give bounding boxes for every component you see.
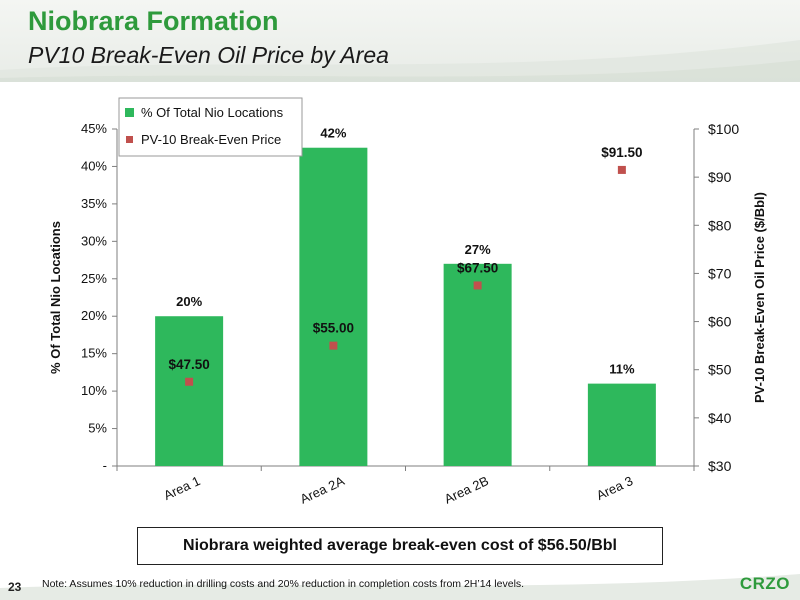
bar-data-label: 27% [465, 242, 491, 257]
price-data-label: $55.00 [313, 321, 354, 336]
slide-header: Niobrara Formation PV10 Break-Even Oil P… [0, 0, 800, 82]
weighted-average-callout: Niobrara weighted average break-even cos… [137, 527, 663, 565]
bar-1 [155, 316, 224, 466]
bar-4 [587, 383, 656, 466]
y-tick-label: 45% [81, 121, 107, 136]
y-tick-label: 5% [88, 421, 107, 436]
bar-2 [299, 147, 368, 466]
y-tick-label: 40% [81, 158, 107, 173]
bar-data-label: 20% [176, 294, 202, 309]
page-number: 23 [8, 580, 22, 594]
y-axis-title: % Of Total Nio Locations [48, 221, 63, 374]
y2-tick-label: $60 [708, 314, 732, 330]
x-category-label: Area 1 [161, 473, 202, 503]
y2-tick-label: $50 [708, 362, 732, 378]
slide-title: Niobrara Formation [28, 6, 279, 36]
price-marker-3 [473, 281, 482, 290]
price-marker-1 [185, 377, 194, 386]
break-even-chart: - 5% 10% 15% 20% 25% 30% 35% 40% 45% $30 $40 $50 $60 $… [48, 97, 767, 507]
bar-data-label: 42% [320, 126, 346, 141]
header-swoosh-decoration [0, 40, 800, 82]
y2-tick-label: $90 [708, 169, 732, 185]
price-marker-2 [329, 341, 338, 350]
y-tick-label: 20% [81, 308, 107, 323]
legend-label-marker: PV-10 Break-Even Price [141, 132, 281, 147]
y-tick-label: - [103, 458, 107, 473]
y-tick-label: 35% [81, 196, 107, 211]
slide-subtitle: PV10 Break-Even Oil Price by Area [28, 42, 389, 68]
y-tick-label: 10% [81, 383, 107, 398]
y2-tick-label: $80 [708, 217, 732, 233]
legend-label-bar: % Of Total Nio Locations [141, 105, 284, 120]
y-tick-label: 15% [81, 346, 107, 361]
x-category-label: Area 3 [594, 473, 635, 503]
footer-swoosh-decoration [0, 574, 800, 600]
y2-axis-title: PV-10 Break-Even Oil Price ($/Bbl) [752, 192, 767, 403]
x-category-label: Area 2B [442, 473, 491, 506]
legend-box [118, 97, 303, 157]
x-category-label: Area 2A [298, 473, 347, 507]
company-logo: CRZO [739, 574, 790, 593]
y2-tick-label: $40 [708, 410, 732, 426]
price-data-label: $47.50 [168, 357, 209, 372]
price-data-label: $91.50 [601, 145, 642, 160]
y-tick-label: 25% [81, 271, 107, 286]
y-tick-label: 30% [81, 233, 107, 248]
legend-swatch-bar [125, 108, 134, 117]
y2-tick-label: $30 [708, 458, 732, 474]
price-data-label: $67.50 [457, 260, 498, 275]
price-marker-4 [617, 165, 626, 174]
bar-data-label: 11% [609, 362, 635, 377]
bar-3 [443, 263, 512, 466]
footnote: Note: Assumes 10% reduction in drilling … [42, 578, 525, 590]
y2-tick-label: $100 [708, 121, 739, 137]
legend-swatch-marker [126, 136, 133, 143]
y2-tick-label: $70 [708, 265, 732, 281]
